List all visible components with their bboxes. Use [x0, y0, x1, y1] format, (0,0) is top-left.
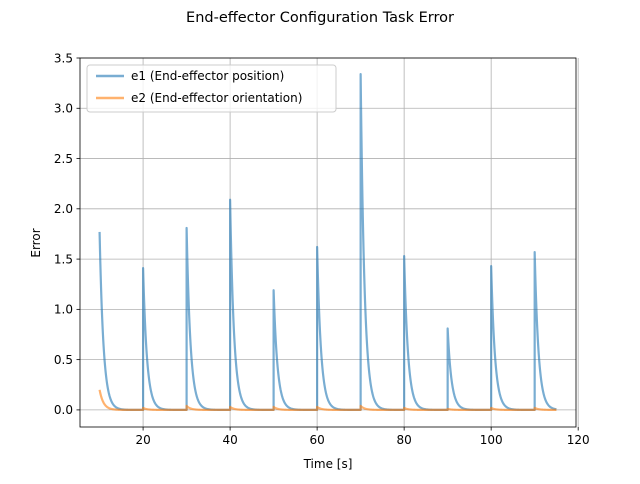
- y-tick-label: 3.0: [54, 102, 73, 116]
- x-tick-label: 20: [135, 433, 150, 447]
- legend-label-e2: e2 (End-effector orientation): [131, 91, 302, 105]
- x-tick-label: 100: [480, 433, 503, 447]
- y-tick-label: 2.5: [54, 152, 73, 166]
- y-tick-label: 0.5: [54, 353, 73, 367]
- y-tick-label: 0.0: [54, 403, 73, 417]
- y-tick-label: 3.5: [54, 51, 73, 65]
- y-axis-label: Error: [29, 228, 43, 257]
- y-tick-label: 1.0: [54, 303, 73, 317]
- x-tick-label: 80: [396, 433, 411, 447]
- x-tick-label: 60: [309, 433, 324, 447]
- y-tick-label: 1.5: [54, 252, 73, 266]
- x-tick-label: 40: [222, 433, 237, 447]
- legend: e1 (End-effector position) e2 (End-effec…: [87, 65, 336, 112]
- y-tick-label: 2.0: [54, 202, 73, 216]
- x-axis-label: Time [s]: [303, 457, 353, 471]
- legend-label-e1: e1 (End-effector position): [131, 69, 284, 83]
- x-tick-label: 120: [567, 433, 590, 447]
- chart-title: End-effector Configuration Task Error: [186, 10, 454, 26]
